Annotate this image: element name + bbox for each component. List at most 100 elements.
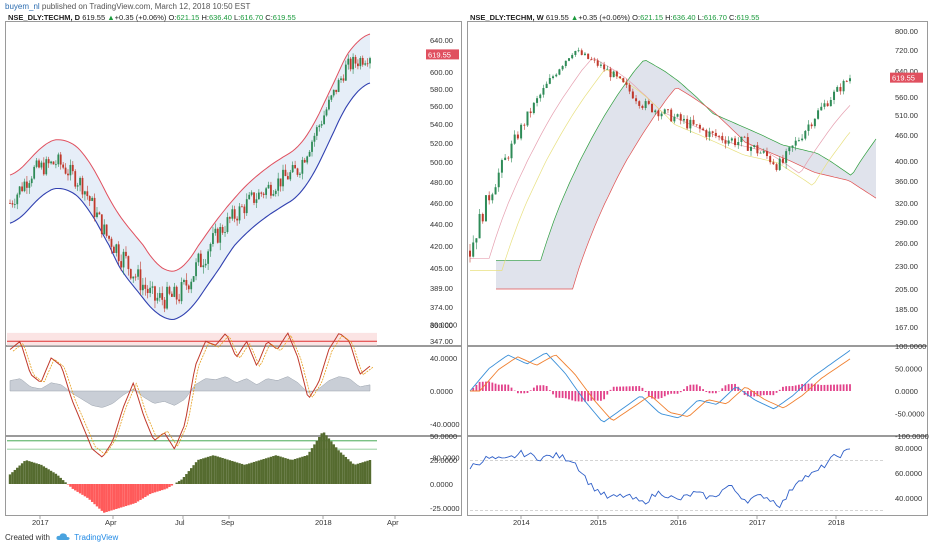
right-rsi-panel[interactable] — [467, 436, 928, 516]
left-candle-body — [161, 293, 164, 300]
left-hist-bar — [163, 484, 166, 490]
right-candle-body — [545, 83, 548, 89]
right-rsi-tick: 40.0000 — [895, 494, 922, 503]
left-candle-body — [257, 192, 260, 200]
left-candle-body — [328, 99, 330, 110]
left-hist-bar — [144, 484, 147, 498]
right-candle-body — [756, 145, 759, 154]
left-hist-bar — [274, 455, 277, 484]
right-ichimoku-cloud — [496, 60, 876, 289]
right-candle-body — [702, 128, 705, 131]
left-hist-bar — [8, 474, 12, 484]
left-hist-bar — [47, 469, 50, 484]
right-candle-body — [836, 87, 839, 92]
right-macd-hist-bar — [526, 391, 529, 393]
right-macd-tick: 0.0000 — [895, 387, 918, 396]
left-hist-bar — [332, 444, 335, 484]
left-candle-body — [270, 184, 272, 196]
left-candle-body — [146, 288, 149, 294]
left-price-tick: 360.00 — [430, 321, 453, 330]
left-candle-body — [344, 64, 347, 81]
right-candle-body — [698, 124, 701, 129]
right-candle-body — [750, 146, 753, 151]
left-hist-bar — [11, 472, 14, 484]
left-hist-tick: -25.0000 — [430, 504, 460, 513]
tradingview-brand[interactable]: TradingView — [74, 533, 119, 542]
right-macd-hist-bar — [753, 391, 756, 397]
left-hist-bar — [269, 456, 273, 484]
left-candle-body — [296, 168, 299, 175]
left-hist-bar — [28, 461, 31, 484]
right-candle-body — [548, 78, 551, 84]
right-lag-line — [470, 69, 851, 271]
left-candle-body — [83, 191, 86, 195]
left-candle-body — [335, 89, 338, 92]
left-price-badge: 619.55 — [428, 50, 451, 59]
left-hist-bar — [129, 484, 133, 505]
left-hist-tick: 0.0000 — [430, 480, 453, 489]
right-o-label: O: — [632, 13, 641, 22]
right-macd-hist-bar — [491, 382, 494, 391]
right-candle-body — [813, 118, 816, 127]
right-candle-body — [590, 58, 593, 60]
left-candle-body — [323, 115, 325, 125]
left-candle-body — [214, 228, 217, 234]
right-price-panel[interactable] — [467, 21, 928, 346]
left-candle-body — [59, 154, 62, 165]
right-candle-body — [561, 66, 564, 70]
left-hist-bar — [124, 484, 128, 507]
right-macd-hist-bar — [609, 389, 612, 391]
left-hist-bar — [279, 456, 282, 484]
right-macd-hist-bar — [542, 385, 545, 391]
right-candle-body — [686, 118, 689, 129]
right-candle-body — [567, 58, 570, 61]
right-candle-body — [631, 91, 634, 99]
right-candle-body — [507, 157, 510, 159]
right-candle-body — [849, 78, 851, 82]
right-price-badge-bg — [890, 72, 923, 83]
left-hist-tick: 50.0000 — [430, 432, 457, 441]
right-macd-hist-bar — [478, 381, 481, 391]
right-candle-body — [772, 162, 775, 165]
left-candle-body — [183, 280, 185, 283]
left-candle-body — [108, 235, 110, 239]
author-link[interactable]: buyem_nl — [5, 2, 40, 11]
right-candle-body — [794, 140, 797, 146]
left-price-tick: 540.00 — [430, 120, 453, 129]
right-candle-body — [484, 195, 487, 222]
left-hist-bar — [337, 450, 340, 484]
right-candle-body — [740, 136, 743, 143]
right-candle-body — [842, 80, 845, 92]
left-candle-body — [313, 135, 316, 142]
right-macd-hist-bar — [845, 384, 848, 391]
left-envelope-lower-line — [9, 82, 371, 321]
right-macd-hist-bar — [769, 391, 772, 396]
left-hist-bar — [32, 462, 36, 484]
right-candle-body — [558, 69, 561, 75]
right-price-tick: 460.00 — [895, 131, 918, 140]
left-candle-body — [158, 293, 161, 298]
left-candle-body — [96, 212, 98, 218]
left-candle-body — [325, 109, 328, 116]
right-candle-body — [529, 111, 532, 114]
right-macd-hist-bar — [516, 391, 519, 394]
right-macd-hist-bar — [683, 389, 685, 391]
right-candle-body — [845, 80, 848, 82]
left-hist-bar — [168, 484, 171, 487]
left-hist-bar — [260, 459, 263, 484]
left-hist-bar — [209, 456, 212, 484]
right-macd-hist-bar — [785, 386, 788, 391]
left-hist-bar — [134, 484, 137, 503]
right-time-label: 2014 — [513, 518, 530, 527]
right-candle-body — [734, 138, 737, 146]
left-candle-body — [262, 193, 265, 195]
left-candle-body — [74, 171, 77, 187]
left-hist-bar — [161, 484, 164, 491]
right-candle-body — [504, 157, 507, 161]
left-hist-bar — [226, 459, 229, 484]
left-candle-body — [163, 299, 166, 309]
left-hist-bar — [177, 481, 181, 484]
left-hist-bar — [368, 460, 372, 484]
right-macd-hist-bar — [536, 385, 538, 391]
right-macd-hist-bar — [568, 391, 570, 400]
